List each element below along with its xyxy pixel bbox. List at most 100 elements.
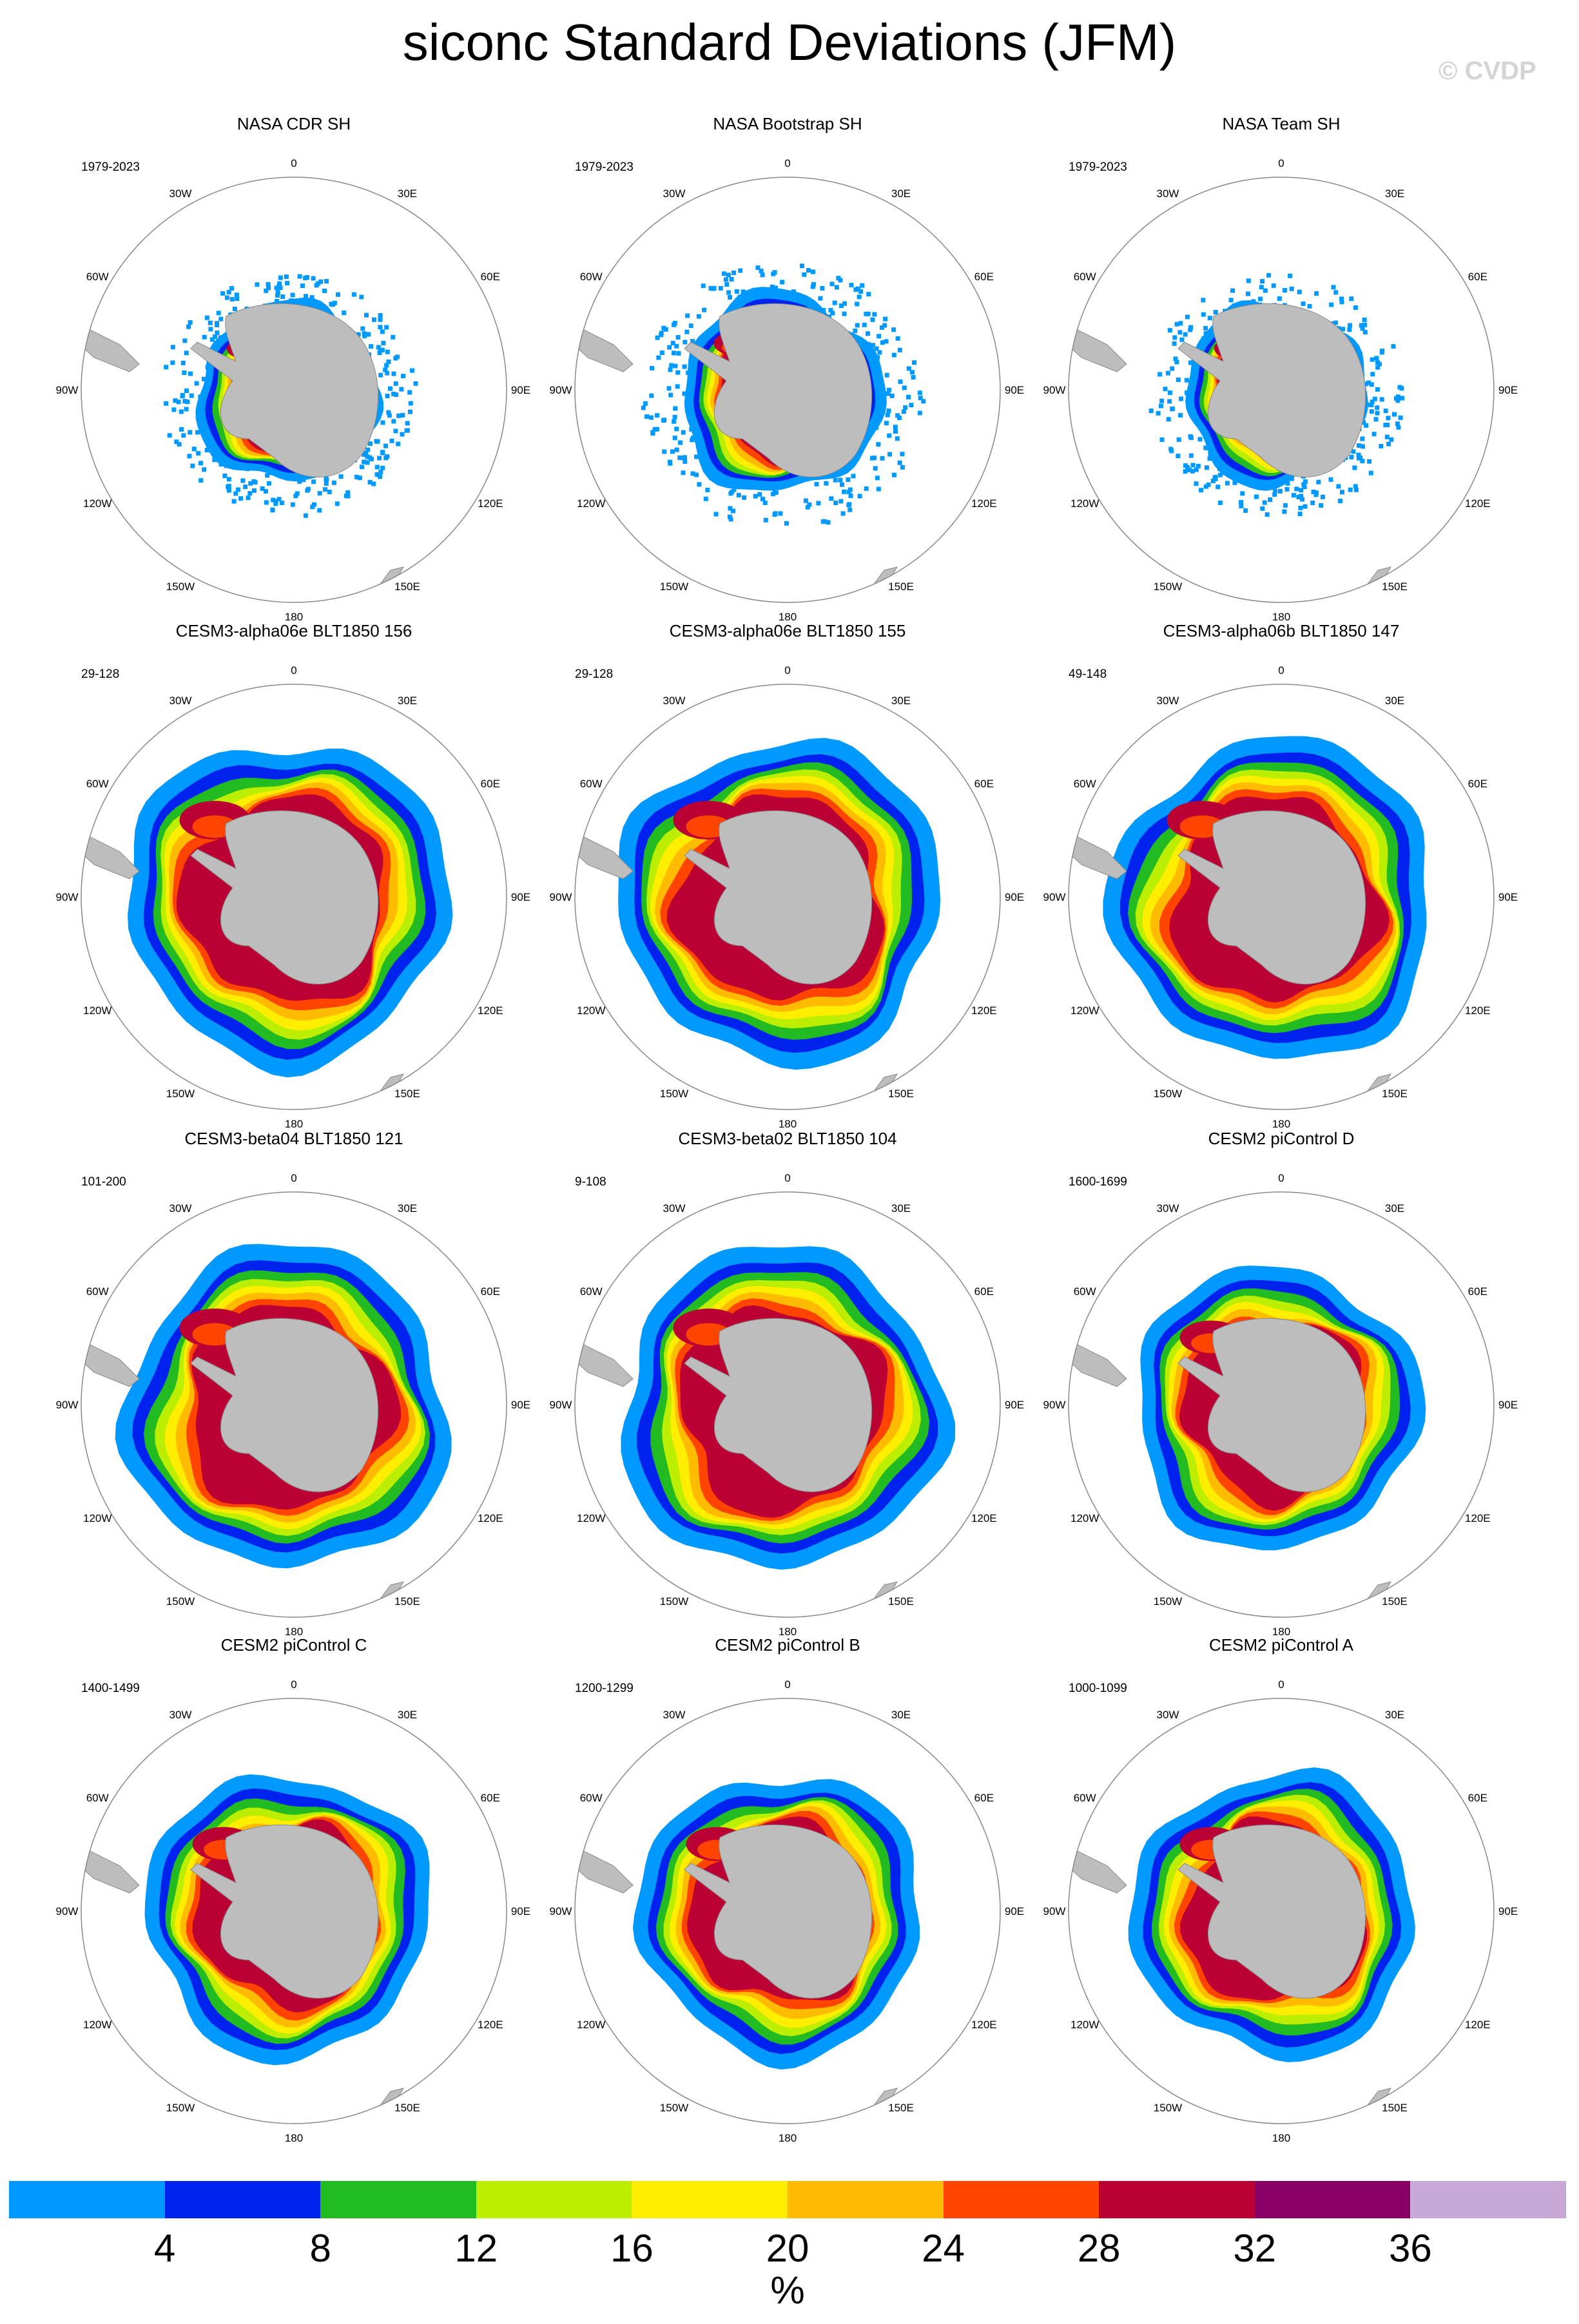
colorbar-tick-label: 32 <box>1233 2227 1277 2270</box>
longitude-label: 90E <box>1498 1399 1518 1411</box>
map-panel: CESM2 piControl B 0 30E 60E 90E 120E 150E 180 15… <box>536 1634 1039 2143</box>
longitude-label: 60W <box>580 1285 603 1298</box>
longitude-label: 60E <box>1468 1285 1487 1298</box>
longitude-label: 90E <box>511 1905 530 1917</box>
longitude-label: 60W <box>1074 1792 1096 1804</box>
colorbar-segment <box>1410 2181 1567 2218</box>
longitude-label: 120E <box>478 2019 503 2031</box>
polar-map: 0 30E 60E 90E 120E 150E 180 150W 120W 90W 60W 30W <box>56 664 531 1129</box>
polar-map: 0 30E 60E 90E 120E 150E 180 150W 120W 90W 60W 30W <box>550 157 1025 622</box>
longitude-label: 30E <box>398 187 417 200</box>
longitude-label: 150E <box>888 581 914 593</box>
longitude-label: 90W <box>1043 1399 1066 1411</box>
colorbar-segment <box>164 2181 321 2218</box>
longitude-label: 90W <box>550 891 572 903</box>
longitude-label: 180 <box>1272 1626 1290 1637</box>
antarctica-landmass <box>190 810 379 984</box>
longitude-label: 0 <box>784 1172 790 1184</box>
longitude-label: 60W <box>86 778 109 790</box>
longitude-label: 120E <box>971 1512 997 1524</box>
map-panel: CESM3-alpha06e BLT1850 155 0 30E 60E 90E 120E… <box>536 620 1039 1129</box>
panel-years: 29-128 <box>575 667 614 681</box>
colorbar-tick-label: 28 <box>1077 2227 1121 2270</box>
longitude-label: 120E <box>478 497 503 510</box>
longitude-label: 150W <box>166 2102 195 2114</box>
longitude-label: 120E <box>971 2019 997 2031</box>
longitude-label: 0 <box>1278 157 1284 169</box>
longitude-label: 120W <box>1070 1512 1099 1524</box>
longitude-label: 150E <box>1382 2102 1408 2114</box>
map-panel: CESM3-beta02 BLT1850 104 0 30E 60E 90E 120E 15… <box>536 1128 1039 1637</box>
longitude-label: 120W <box>83 1512 111 1524</box>
longitude-label: 150W <box>1154 1595 1182 1608</box>
longitude-label: 0 <box>1278 1172 1284 1184</box>
longitude-label: 0 <box>291 1172 296 1184</box>
antarctica-landmass <box>684 303 873 477</box>
longitude-label: 90W <box>550 1905 572 1917</box>
polar-map: 0 30E 60E 90E 120E 150E 180 150W 120W 90W 60W 30W <box>550 1172 1025 1637</box>
longitude-label: 90E <box>1005 1905 1024 1917</box>
panel-years: 1000-1099 <box>1069 1682 1127 1695</box>
panel-years: 29-128 <box>81 667 120 681</box>
longitude-label: 90E <box>511 384 530 396</box>
longitude-label: 30E <box>891 1709 911 1721</box>
map-panel: NASA Bootstrap SH 0 30E 60E 90E 120E 150E 180 15… <box>536 113 1039 622</box>
sea-ice-field <box>575 1779 920 2122</box>
longitude-label: 60E <box>1468 778 1487 790</box>
panel-years: 1600-1699 <box>1069 1175 1127 1189</box>
longitude-label: 30E <box>1385 695 1404 707</box>
longitude-label: 30W <box>663 1202 686 1215</box>
longitude-label: 90W <box>56 1399 79 1411</box>
polar-map: 0 30E 60E 90E 120E 150E 180 150W 120W 90W 60W 30W <box>550 664 1025 1129</box>
longitude-label: 30E <box>1385 1202 1404 1215</box>
antarctica-landmass <box>1177 1318 1366 1492</box>
colorbar-segment <box>476 2181 632 2218</box>
longitude-label: 60E <box>1468 1792 1487 1804</box>
panel-title: CESM2 piControl D <box>1208 1129 1355 1148</box>
longitude-label: 60E <box>481 271 500 283</box>
longitude-label: 90E <box>1005 891 1024 903</box>
longitude-label: 150E <box>394 581 420 593</box>
longitude-label: 90W <box>1043 1905 1066 1917</box>
longitude-label: 0 <box>1278 664 1284 677</box>
antarctica-landmass <box>190 1318 379 1492</box>
longitude-label: 90W <box>56 384 79 396</box>
colorbar-segment <box>1099 2181 1255 2218</box>
longitude-label: 60E <box>974 1792 994 1804</box>
longitude-label: 180 <box>779 611 797 622</box>
panel-years: 101-200 <box>81 1175 126 1189</box>
sea-ice-field <box>575 264 926 600</box>
sea-ice-field <box>575 738 941 1108</box>
longitude-label: 150E <box>394 1595 420 1608</box>
longitude-label: 150E <box>1382 581 1408 593</box>
colorbar-tick-label: 4 <box>153 2227 176 2270</box>
sea-ice-field <box>81 1244 452 1615</box>
antarctica-landmass <box>1177 810 1366 984</box>
longitude-label: 60W <box>86 1792 109 1804</box>
longitude-label: 60W <box>580 1792 603 1804</box>
longitude-label: 120E <box>1465 1004 1491 1017</box>
sea-ice-field <box>575 1246 956 1615</box>
longitude-label: 60E <box>481 778 500 790</box>
panel-years: 9-108 <box>575 1175 606 1189</box>
longitude-label: 30W <box>170 1202 192 1215</box>
longitude-label: 150W <box>166 1088 195 1100</box>
colorbar-segment <box>9 2181 166 2218</box>
longitude-label: 0 <box>291 664 296 677</box>
antarctica-landmass <box>684 810 873 984</box>
panel-title: NASA Team SH <box>1222 114 1341 133</box>
panel-years: 1200-1299 <box>575 1682 634 1695</box>
antarctica-landmass <box>1177 303 1366 477</box>
longitude-label: 90E <box>511 891 530 903</box>
antarctica-landmass <box>190 1824 379 1999</box>
sea-ice-field <box>1069 1767 1415 2122</box>
longitude-label: 30W <box>170 695 192 707</box>
polar-map: 0 30E 60E 90E 120E 150E 180 150W 120W 90W 60W 30W <box>550 1678 1025 2143</box>
longitude-label: 120W <box>577 1512 605 1524</box>
colorbar-segment <box>632 2181 788 2218</box>
longitude-label: 150W <box>166 1595 195 1608</box>
longitude-label: 30W <box>1157 1709 1179 1721</box>
longitude-label: 90W <box>1043 891 1066 903</box>
longitude-label: 60W <box>86 1285 109 1298</box>
panel-title: NASA CDR SH <box>237 114 351 133</box>
